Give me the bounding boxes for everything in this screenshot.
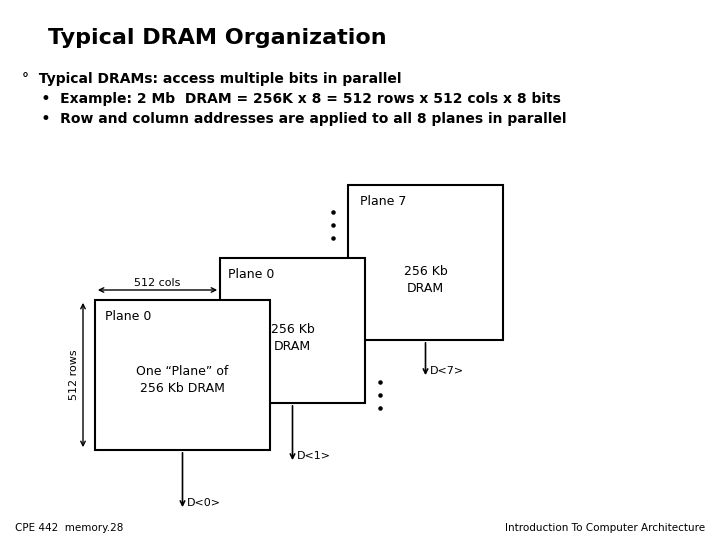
Text: 512 rows: 512 rows bbox=[69, 350, 79, 400]
Text: D<1>: D<1> bbox=[297, 451, 330, 461]
Text: D<7>: D<7> bbox=[430, 366, 464, 376]
Text: •  Row and column addresses are applied to all 8 planes in parallel: • Row and column addresses are applied t… bbox=[22, 112, 567, 126]
Text: D<0>: D<0> bbox=[186, 498, 220, 508]
Text: Introduction To Computer Architecture: Introduction To Computer Architecture bbox=[505, 523, 705, 533]
Text: 512 cols: 512 cols bbox=[135, 278, 181, 288]
Text: One “Plane” of
256 Kb DRAM: One “Plane” of 256 Kb DRAM bbox=[136, 365, 229, 395]
Text: Plane 0: Plane 0 bbox=[228, 268, 274, 281]
Bar bbox=[348, 185, 503, 340]
Text: °  Typical DRAMs: access multiple bits in parallel: ° Typical DRAMs: access multiple bits in… bbox=[22, 72, 402, 86]
Text: 256 Kb
DRAM: 256 Kb DRAM bbox=[271, 323, 315, 353]
Bar bbox=[220, 258, 365, 403]
Text: Typical DRAM Organization: Typical DRAM Organization bbox=[48, 28, 387, 48]
Text: Plane 7: Plane 7 bbox=[360, 195, 406, 208]
Text: 256 Kb
DRAM: 256 Kb DRAM bbox=[404, 265, 447, 295]
Text: CPE 442  memory.28: CPE 442 memory.28 bbox=[15, 523, 123, 533]
Text: •  Example: 2 Mb  DRAM = 256K x 8 = 512 rows x 512 cols x 8 bits: • Example: 2 Mb DRAM = 256K x 8 = 512 ro… bbox=[22, 92, 561, 106]
Text: Plane 0: Plane 0 bbox=[105, 310, 151, 323]
Bar bbox=[95, 300, 270, 450]
